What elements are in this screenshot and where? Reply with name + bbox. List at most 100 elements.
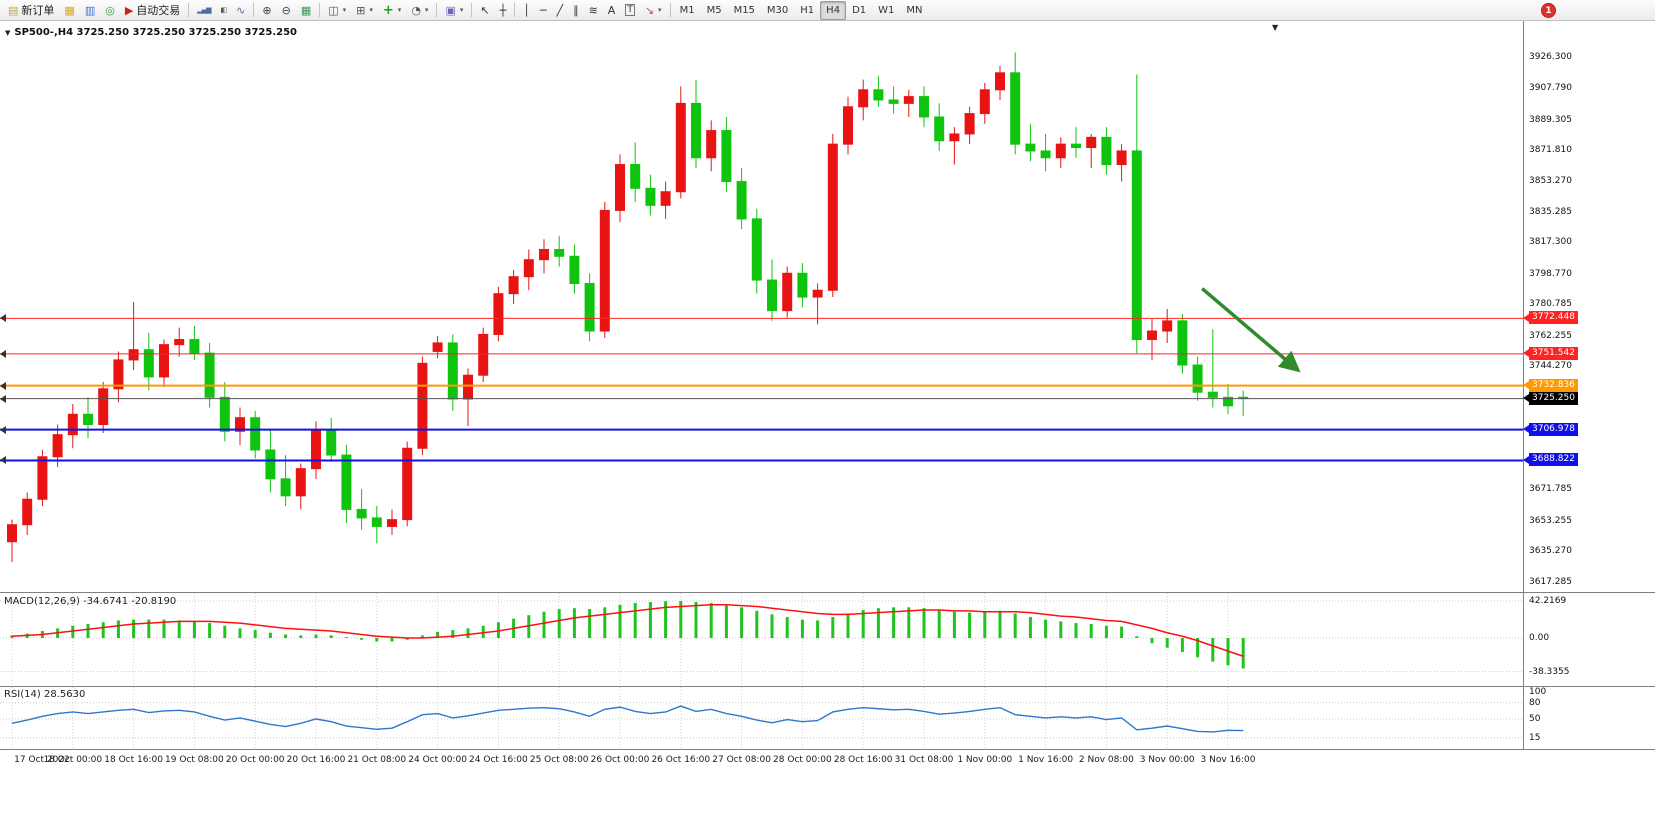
line-left-marker xyxy=(0,349,6,358)
timeframe-m15-button[interactable]: M15 xyxy=(733,4,755,16)
price-scale-label: 3762.255 xyxy=(1529,330,1572,341)
current-price-badge-pointer xyxy=(1523,394,1529,403)
zoom-in-icon: ⊕ xyxy=(262,3,272,17)
arrows-caret-icon: ▾ xyxy=(658,6,662,14)
time-axis-label: 28 Oct 00:00 xyxy=(773,755,832,765)
timeframe-m5-button[interactable]: M5 xyxy=(706,4,722,16)
timeframe-m30-button[interactable]: M30 xyxy=(766,4,789,16)
arrange-windows-icon: ◫ xyxy=(328,3,339,17)
line-chart-button[interactable]: ∿ xyxy=(231,1,250,20)
arrange-windows-button[interactable]: ◫ ▾ xyxy=(323,1,351,20)
price-badge-3772.448-pointer xyxy=(1523,313,1529,322)
toolbar-separator xyxy=(471,3,473,17)
time-axis-label: 17 Oct 2022 xyxy=(14,755,70,765)
annotation-arrow[interactable] xyxy=(1201,287,1301,373)
cursor-button[interactable]: ↖ xyxy=(475,1,494,20)
price-scale-label: 3780.785 xyxy=(1529,299,1572,310)
new-order-button[interactable]: ▤ 新订单 xyxy=(3,1,59,20)
navigator-button[interactable]: ◎ xyxy=(100,1,120,20)
tile-windows-button[interactable]: ▦ xyxy=(296,1,316,20)
text-icon: A xyxy=(607,3,616,17)
candles-layer xyxy=(7,52,1249,563)
chart-template-icon: ▣ xyxy=(445,3,456,17)
panel-separator[interactable] xyxy=(0,686,1655,687)
cascade-windows-caret-icon: ▾ xyxy=(369,6,373,14)
time-axis-label: 3 Nov 00:00 xyxy=(1139,755,1195,765)
vertical-line-icon: │ xyxy=(523,3,530,17)
charts-profile-icon: ▦ xyxy=(64,3,75,17)
trendline-button[interactable]: ╱ xyxy=(551,1,568,20)
toolbar-separator xyxy=(319,3,321,17)
bar-chart-button[interactable]: ▂▄▆ xyxy=(192,1,215,20)
zoom-out-icon: ⊖ xyxy=(281,3,291,17)
equidistant-channel-button[interactable]: ∥ xyxy=(568,1,584,20)
time-axis-label: 24 Oct 16:00 xyxy=(469,755,528,765)
candlestick-chart-button[interactable]: ▮▯ xyxy=(215,1,231,20)
cursor-icon: ↖ xyxy=(480,3,490,17)
top-toolbar: ▤ 新订单 ▦ ▥ ◎ ▶ 自动交易 ▂▄▆ ▮▯ ∿ ⊕ ⊖ ▦ ◫ ▾ ⊞ ▾ + ▾ ◔ ▾ ▣ ▾ ↖ ┼ │ ─ ╱ ∥ ≋ A T… xyxy=(0,0,1655,21)
chart-template-button[interactable]: ▣ ▾ xyxy=(440,1,468,20)
chart-shift-marker-icon[interactable]: ▼ xyxy=(1272,23,1279,32)
panel-separator[interactable] xyxy=(0,592,1655,593)
current-price-badge: 3725.250 xyxy=(1523,391,1578,405)
new-order-label: 新订单 xyxy=(21,4,55,17)
price-scale-label: 3889.305 xyxy=(1529,114,1572,125)
rsi-indicator-label: RSI(14) 28.5630 xyxy=(4,689,86,700)
time-axis-label: 28 Oct 16:00 xyxy=(833,755,893,765)
price-badge-3688.822-pointer xyxy=(1523,455,1529,464)
chart-title-text: SP500-,H4 3725.250 3725.250 3725.250 372… xyxy=(14,27,298,38)
time-axis-label: 18 Oct 16:00 xyxy=(104,755,163,765)
vertical-line-button[interactable]: │ xyxy=(518,1,535,20)
rsi-scale-label: 50 xyxy=(1529,714,1541,724)
crosshair-icon: ┼ xyxy=(499,3,507,17)
macd-scale-label: 0.00 xyxy=(1529,633,1550,643)
zoom-in-button[interactable]: ⊕ xyxy=(257,1,276,20)
price-scale-label: 3653.255 xyxy=(1529,515,1572,526)
line-chart-icon: ∿ xyxy=(236,3,246,17)
price-badge-3706.978-pointer xyxy=(1523,425,1529,434)
fibonacci-button[interactable]: ≋ xyxy=(584,1,603,20)
charts-profile-button[interactable]: ▦ xyxy=(59,1,79,20)
time-axis-label: 20 Oct 16:00 xyxy=(286,755,346,765)
cascade-windows-button[interactable]: ⊞ ▾ xyxy=(351,1,378,20)
line-left-marker xyxy=(0,425,6,434)
autotrade-button[interactable]: ▶ 自动交易 xyxy=(120,1,185,20)
add-indicator-button[interactable]: + ▾ xyxy=(378,1,406,20)
zoom-out-button[interactable]: ⊖ xyxy=(277,1,296,20)
panel-separator[interactable] xyxy=(0,749,1655,750)
price-scale-label: 3635.270 xyxy=(1529,546,1572,557)
period-clock-icon: ◔ xyxy=(411,3,421,17)
line-left-marker xyxy=(0,456,6,465)
rsi-canvas[interactable] xyxy=(0,687,1523,749)
timeframe-mn-button[interactable]: MN xyxy=(906,4,923,16)
time-axis[interactable]: 17 Oct 2022 18 Oct 00:00 18 Oct 16:00 19 Oc… xyxy=(0,750,1523,770)
tile-windows-icon: ▦ xyxy=(300,3,312,17)
timeframe-h1-button[interactable]: H1 xyxy=(800,4,815,16)
arrows-button[interactable]: ↘ ▾ xyxy=(640,1,667,20)
macd-histogram xyxy=(10,601,1245,669)
macd-canvas[interactable] xyxy=(0,593,1523,686)
timeframe-m1-button[interactable]: M1 xyxy=(679,4,695,16)
notification-badge[interactable]: 1 xyxy=(1541,3,1556,18)
price-scale-label: 3817.300 xyxy=(1529,237,1572,248)
candlestick-chart-icon: ▮▯ xyxy=(220,5,227,14)
text-label-button[interactable]: T xyxy=(620,1,640,20)
main-chart-canvas[interactable] xyxy=(0,21,1523,592)
market-watch-button[interactable]: ▥ xyxy=(80,1,100,20)
trendline-icon: ╱ xyxy=(556,3,564,17)
period-clock-button[interactable]: ◔ ▾ xyxy=(406,1,433,20)
chart-title: ▼ SP500-,H4 3725.250 3725.250 3725.250 3… xyxy=(5,27,297,38)
macd-indicator-label: MACD(12,26,9) -34.6741 -20.8190 xyxy=(4,596,177,607)
timeframe-w1-button[interactable]: W1 xyxy=(878,4,895,16)
timeframe-h4-button[interactable]: H4 xyxy=(820,0,847,20)
line-left-marker xyxy=(0,394,6,403)
text-button[interactable]: A xyxy=(603,1,621,20)
time-axis-label: 20 Oct 00:00 xyxy=(225,755,285,765)
one-click-trading-collapse-icon[interactable]: ▼ xyxy=(5,28,11,37)
crosshair-button[interactable]: ┼ xyxy=(495,1,512,20)
horizontal-line-button[interactable]: ─ xyxy=(535,1,552,20)
time-axis-label: 18 Oct 00:00 xyxy=(43,755,103,765)
time-axis-label: 21 Oct 08:00 xyxy=(347,755,407,765)
fibonacci-icon: ≋ xyxy=(588,3,598,17)
timeframe-d1-button[interactable]: D1 xyxy=(852,4,867,16)
